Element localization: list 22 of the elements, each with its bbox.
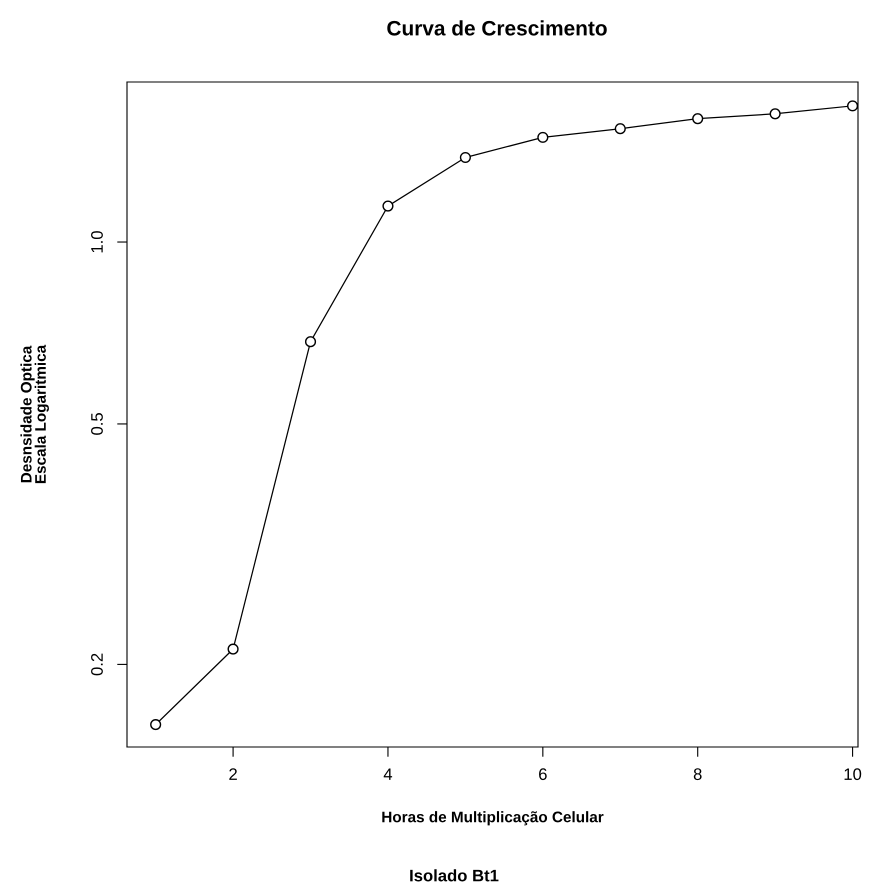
point [304,336,316,348]
point [228,644,239,655]
y-tick-label: 0.2 [91,654,103,676]
point [537,132,548,143]
x-tick-label: 10 [844,768,862,780]
x-tick-label: 2 [229,768,237,780]
point [150,719,162,730]
y-axis-title: Desnsidade Optica Escala Logaritmica [20,344,49,484]
y-tick-label: 1.0 [91,231,103,252]
x-axis-title: Horas de Multiplicação Celular [382,811,604,826]
x-tick-label: 6 [539,768,547,780]
point [692,113,704,124]
point [770,108,781,120]
x-tick-label: 4 [384,768,392,780]
point [614,123,626,134]
text: Isolado Bt1 [410,869,498,882]
point [460,152,471,164]
point [847,100,858,112]
y-tick-label: 0.5 [91,413,103,435]
chart-title: Curva de Crescimento [387,20,607,36]
point [382,200,394,212]
x-tick-label: 8 [694,768,702,780]
